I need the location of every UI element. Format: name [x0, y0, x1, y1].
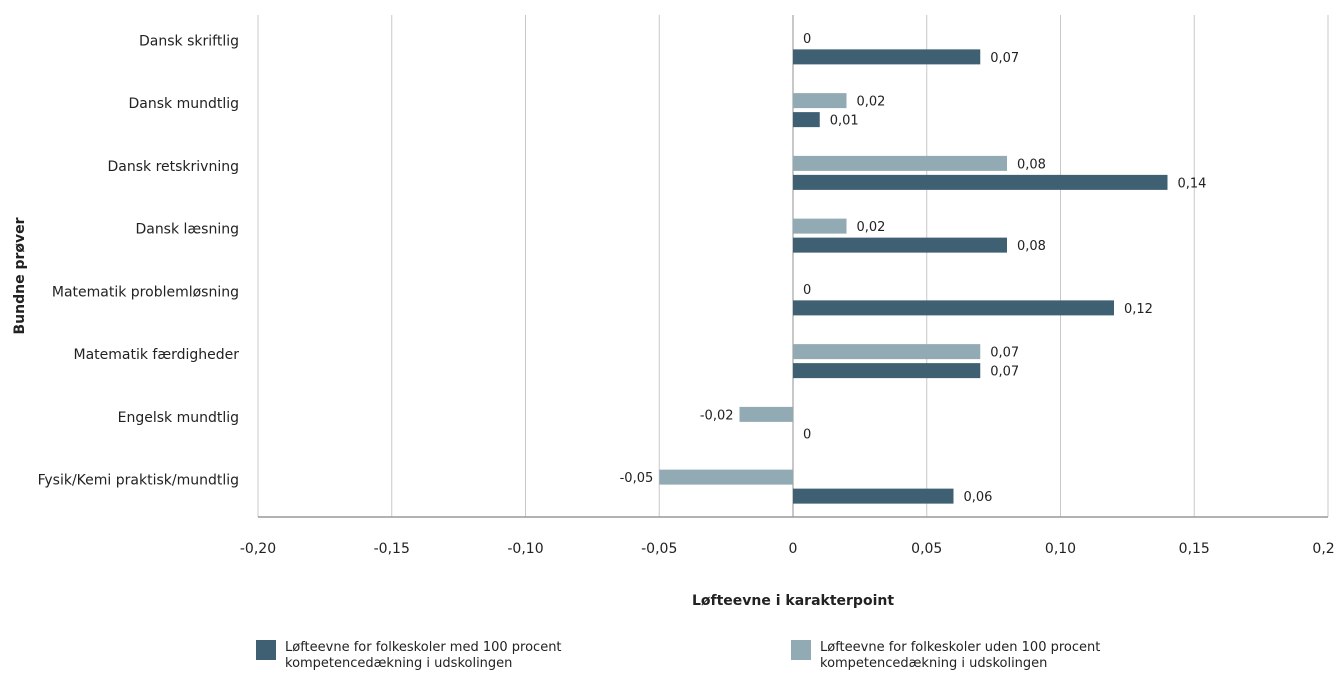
legend-item-with-full-coverage: Løfteevne for folkeskoler med 100 procen…: [256, 640, 615, 672]
bar-with-full-coverage: [793, 300, 1114, 316]
x-tick-label: -0,05: [641, 541, 677, 557]
bar-without-full-coverage: [659, 469, 793, 485]
bar-with-full-coverage: [793, 112, 820, 128]
bar-with-full-coverage: [793, 174, 1168, 190]
category-label: Matematik færdigheder: [73, 347, 239, 363]
x-axis-title: Løfteevne i karakterpoint: [692, 593, 894, 609]
bar-with-full-coverage: [793, 488, 954, 504]
data-labels: 0 0,02 0,08 0,02 0 0,07 -0,02 -0,05 0,07 0,01 0,14…: [620, 32, 1207, 505]
data-label: 0,02: [857, 95, 886, 110]
x-tick-label: 0,20: [1312, 541, 1335, 557]
x-tick-label: 0,15: [1179, 541, 1210, 557]
data-label: 0,12: [1124, 302, 1153, 317]
data-label: 0,08: [1017, 239, 1046, 254]
x-tick-label: 0: [789, 541, 798, 557]
data-label: 0: [803, 283, 811, 298]
category-label: Dansk mundtlig: [128, 96, 239, 112]
category-label: Dansk retskrivning: [108, 159, 240, 175]
bar-with-full-coverage: [793, 237, 1007, 253]
data-label: 0,06: [964, 490, 993, 505]
category-label: Fysik/Kemi praktisk/mundtlig: [38, 473, 239, 489]
data-label: 0,14: [1178, 176, 1207, 191]
legend-label: Løfteevne for folkeskoler uden 100 proce…: [820, 640, 1101, 671]
legend-item-without-full-coverage: Løfteevne for folkeskoler uden 100 proce…: [791, 640, 1150, 672]
x-tick-labels: -0,20 -0,15 -0,10 -0,05 0 0,05 0,10 0,15 0,20: [240, 541, 1335, 557]
bar-with-full-coverage: [793, 363, 981, 379]
data-label: -0,05: [620, 471, 654, 486]
bar-chart: 0 0,02 0,08 0,02 0 0,07 -0,02 -0,05 0,07 0,01 0,14…: [12, 15, 1335, 609]
bar-without-full-coverage: [793, 344, 981, 360]
category-label: Engelsk mundtlig: [118, 410, 239, 426]
data-label: 0,07: [990, 365, 1019, 380]
legend-swatch-light: [791, 640, 811, 660]
data-label: 0,08: [1017, 157, 1046, 172]
category-label: Dansk læsning: [135, 222, 239, 238]
data-label: 0,01: [830, 114, 859, 129]
x-tick-label: -0,15: [374, 541, 410, 557]
data-label: 0: [803, 32, 811, 47]
bar-without-full-coverage: [793, 218, 847, 234]
bar-without-full-coverage: [739, 406, 793, 422]
bar-without-full-coverage: [793, 93, 847, 109]
category-label: Dansk skriftlig: [139, 33, 239, 49]
x-tick-label: -0,10: [507, 541, 543, 557]
legend-swatch-dark: [256, 640, 276, 660]
category-labels: Dansk skriftlig Dansk mundtlig Dansk retsk…: [38, 33, 240, 488]
category-label: Matematik problemløsning: [52, 284, 239, 300]
bar-without-full-coverage: [793, 155, 1007, 171]
bars: [659, 49, 1168, 504]
y-axis-title: Bundne prøver: [12, 217, 28, 334]
gridlines: [257, 15, 1329, 517]
data-label: 0,07: [990, 346, 1019, 361]
x-tick-label: 0,10: [1045, 541, 1076, 557]
data-label: -0,02: [700, 408, 734, 423]
data-label: 0: [803, 427, 811, 442]
bar-with-full-coverage: [793, 49, 981, 65]
data-label: 0,07: [990, 51, 1019, 66]
x-tick-label: -0,20: [240, 541, 276, 557]
legend-label: Løfteevne for folkeskoler med 100 procen…: [285, 640, 562, 671]
x-tick-label: 0,05: [911, 541, 942, 557]
data-label: 0,02: [857, 220, 886, 235]
